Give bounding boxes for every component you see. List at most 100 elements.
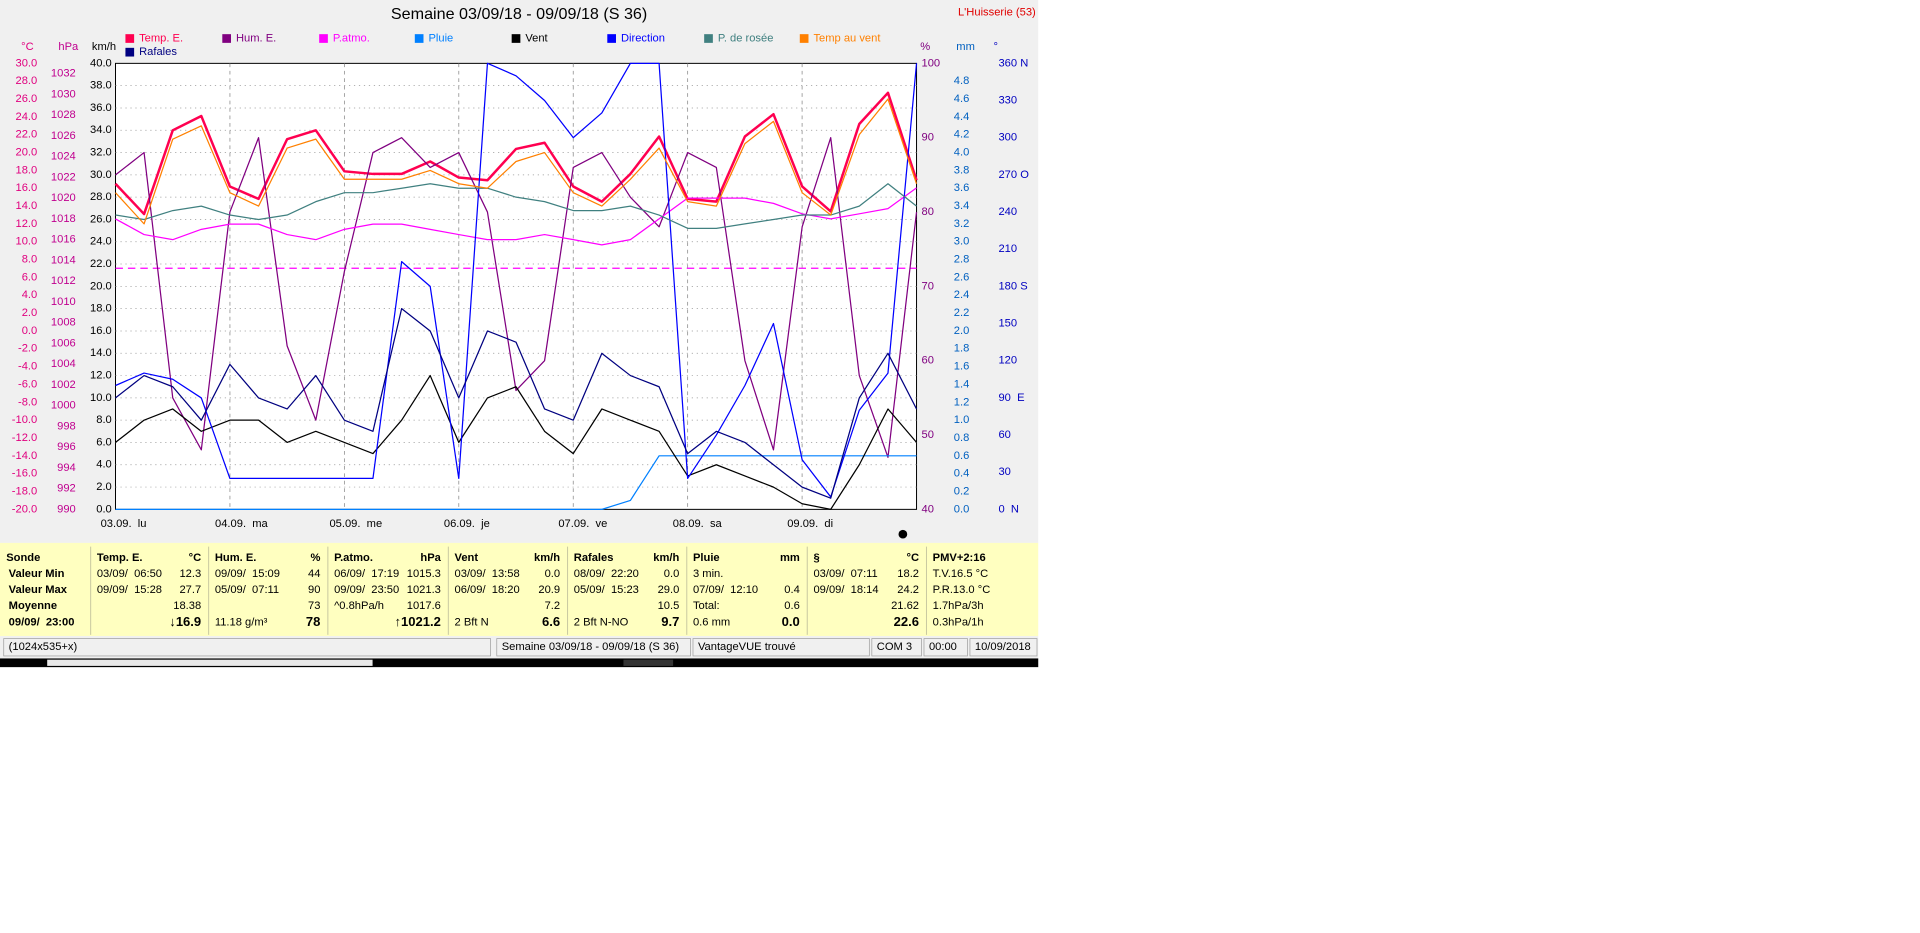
- table-cell: 06/09/ 17:19: [334, 568, 399, 580]
- y-tick-label: 28.0: [90, 191, 112, 203]
- legend-label: Hum. E.: [236, 32, 276, 44]
- table-value: 73: [308, 600, 320, 612]
- x-tick-label: 08.09. sa: [673, 518, 723, 530]
- y-tick-label: 3.6: [954, 182, 970, 194]
- status-panel: [969, 638, 1038, 657]
- y-tick-label: 8.0: [96, 414, 112, 426]
- table-cell: P.R.13.0 °C: [933, 584, 991, 596]
- y-tick-label: 990: [57, 503, 76, 515]
- y-tick-label: 38.0: [90, 80, 112, 92]
- table-header: Temp. E.: [97, 552, 143, 564]
- scroll-thumb[interactable]: [47, 659, 373, 666]
- table-value: ↑1021.2: [395, 614, 441, 629]
- x-tick-label: 04.09. ma: [215, 518, 269, 530]
- table-value: 22.6: [894, 614, 919, 629]
- y-tick-label: 1.4: [954, 378, 970, 390]
- table-cell: 2 Bft N-NO: [574, 616, 629, 628]
- axis-unit: hPa: [58, 41, 79, 53]
- y-tick-label: 1002: [51, 379, 76, 391]
- legend-swatch: [607, 34, 616, 43]
- table-header: Vent: [455, 552, 479, 564]
- y-tick-label: 34.0: [90, 124, 112, 136]
- series-line: [115, 455, 917, 510]
- y-tick-label: -6.0: [18, 378, 37, 390]
- y-tick-label: 100: [922, 57, 941, 69]
- status-text: 10/09/2018: [975, 641, 1031, 653]
- series-line: [115, 62, 918, 498]
- table-cell: 2 Bft N: [455, 616, 489, 628]
- y-tick-label: 1014: [51, 254, 76, 266]
- table-cell: 07/09/ 12:10: [693, 584, 758, 596]
- table-cell: 03/09/ 07:11: [813, 568, 877, 580]
- y-tick-label: -14.0: [12, 450, 37, 462]
- table-header: Pluie: [693, 552, 720, 564]
- table-value: 10.5: [658, 600, 680, 612]
- legend-label: Temp au vent: [813, 32, 881, 44]
- y-tick-label: 8.0: [22, 254, 38, 266]
- table-cell: 03/09/ 06:50: [97, 568, 162, 580]
- table-cell: Moyenne: [9, 600, 57, 612]
- y-tick-label: 26.0: [90, 213, 112, 225]
- table-header: Hum. E.: [215, 552, 257, 564]
- legend-swatch: [125, 34, 135, 43]
- table-cell: 05/09/ 15:23: [574, 584, 639, 596]
- series-line: [115, 137, 918, 458]
- y-tick-label: 6.0: [22, 271, 38, 283]
- y-tick-label: 14.0: [16, 200, 38, 212]
- y-tick-label: 14.0: [90, 347, 112, 359]
- y-tick-label: 2.8: [954, 254, 970, 266]
- axis-unit: %: [920, 41, 930, 53]
- table-unit: hPa: [420, 552, 441, 564]
- table-cell: 0.6 mm: [693, 616, 730, 628]
- table-value: 29.0: [658, 584, 680, 596]
- table-value: ↓16.9: [169, 614, 201, 629]
- y-tick-label: -18.0: [12, 485, 37, 497]
- status-text: COM 3: [877, 641, 912, 653]
- x-tick-label: 05.09. me: [329, 518, 382, 530]
- table-cell: 05/09/ 07:11: [215, 584, 279, 596]
- y-tick-label: 0.8: [954, 432, 970, 444]
- status-panel: [3, 638, 491, 657]
- table-cell: Valeur Min: [9, 568, 65, 580]
- y-tick-label: 80: [922, 206, 934, 218]
- table-value: 27.7: [179, 584, 201, 596]
- y-tick-label: 0.0: [22, 325, 38, 337]
- table-cell: 09/09/ 15:09: [215, 568, 280, 580]
- table-cell: 06/09/ 18:20: [455, 584, 520, 596]
- y-tick-label: -2.0: [18, 343, 37, 355]
- table-unit: °C: [189, 552, 202, 564]
- y-tick-label: 24.0: [16, 111, 38, 123]
- y-tick-label: 70: [922, 280, 934, 292]
- table-value: 0.0: [545, 568, 561, 580]
- y-tick-label: 0.4: [954, 468, 970, 480]
- y-tick-label: 20.0: [16, 147, 38, 159]
- y-tick-label: 90: [922, 132, 934, 144]
- status-panel: [871, 638, 922, 657]
- table-cell: 03/09/ 13:58: [455, 568, 520, 580]
- indicator-icon: [898, 529, 908, 539]
- table-cell: 08/09/ 22:20: [574, 568, 639, 580]
- table-value: 1017.6: [407, 600, 441, 612]
- legend-swatch: [319, 34, 328, 43]
- table-unit: km/h: [653, 552, 679, 564]
- y-tick-label: 3.8: [954, 164, 970, 176]
- y-tick-label: 300: [998, 132, 1017, 144]
- table-cell: 11.18 g/m³: [215, 616, 268, 628]
- table-unit: mm: [780, 552, 800, 564]
- y-tick-label: 4.4: [954, 111, 970, 123]
- y-tick-label: 60: [998, 429, 1010, 441]
- y-tick-label: 1.0: [954, 414, 970, 426]
- y-tick-label: 120: [998, 355, 1017, 367]
- y-tick-label: 3.0: [954, 236, 970, 248]
- table-value: 18.38: [173, 600, 201, 612]
- y-tick-label: 2.6: [954, 271, 970, 283]
- y-tick-label: 180 S: [998, 280, 1027, 292]
- y-tick-label: 4.6: [954, 93, 970, 105]
- y-tick-label: -10.0: [12, 414, 37, 426]
- y-tick-label: -20.0: [12, 503, 37, 515]
- y-tick-label: 12.0: [16, 218, 38, 230]
- y-tick-label: 18.0: [16, 164, 38, 176]
- y-tick-label: 1.6: [954, 361, 970, 373]
- table-value: 44: [308, 568, 320, 580]
